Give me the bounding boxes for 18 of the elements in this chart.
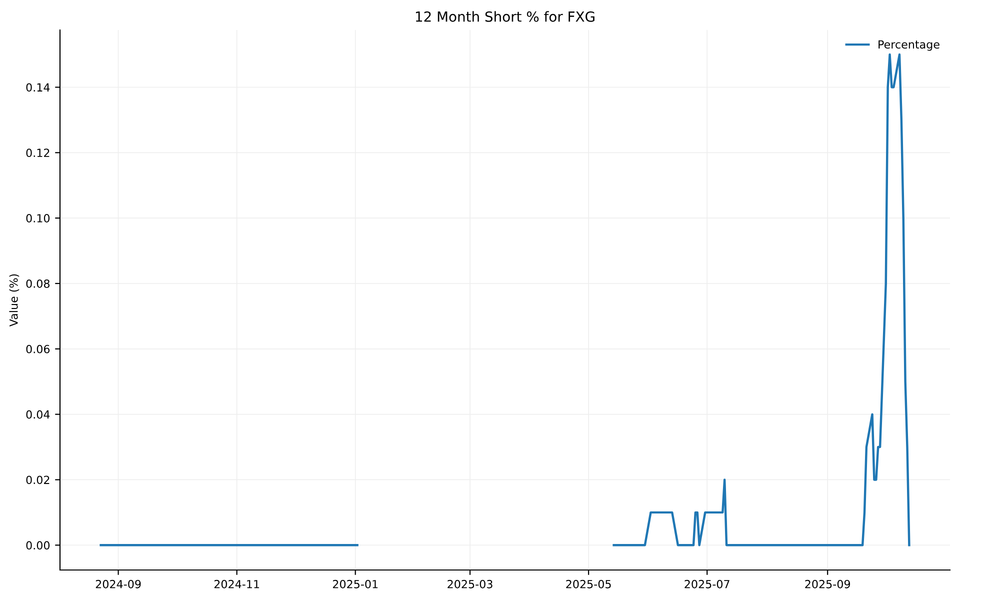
- x-tick-label: 2025-03: [448, 580, 492, 588]
- y-tick-label: 0.12: [26, 148, 50, 158]
- x-tick-label: 2025-01: [332, 580, 378, 588]
- x-tick-label: 2025-09: [805, 580, 850, 588]
- y-tick-label: 0.00: [26, 541, 50, 550]
- y-tick-label: 0.08: [26, 279, 50, 288]
- x-tick-label: 2025-07: [684, 580, 730, 588]
- chart-title: 12 Month Short % for FXG: [416, 11, 594, 22]
- x-tick-label: 2024-11: [214, 580, 260, 588]
- legend-label: Percentage: [878, 40, 940, 51]
- x-tick-label: 2025-05: [566, 580, 611, 588]
- y-tick-label: 0.06: [26, 344, 50, 354]
- x-tick-label: 2024-09: [96, 580, 141, 588]
- y-tick-label: 0.04: [26, 410, 50, 419]
- y-tick-label: 0.02: [26, 476, 50, 484]
- y-tick-label: 0.14: [26, 83, 50, 92]
- y-tick-label: 0.10: [26, 214, 50, 222]
- y-axis-title: Value (%): [9, 274, 20, 327]
